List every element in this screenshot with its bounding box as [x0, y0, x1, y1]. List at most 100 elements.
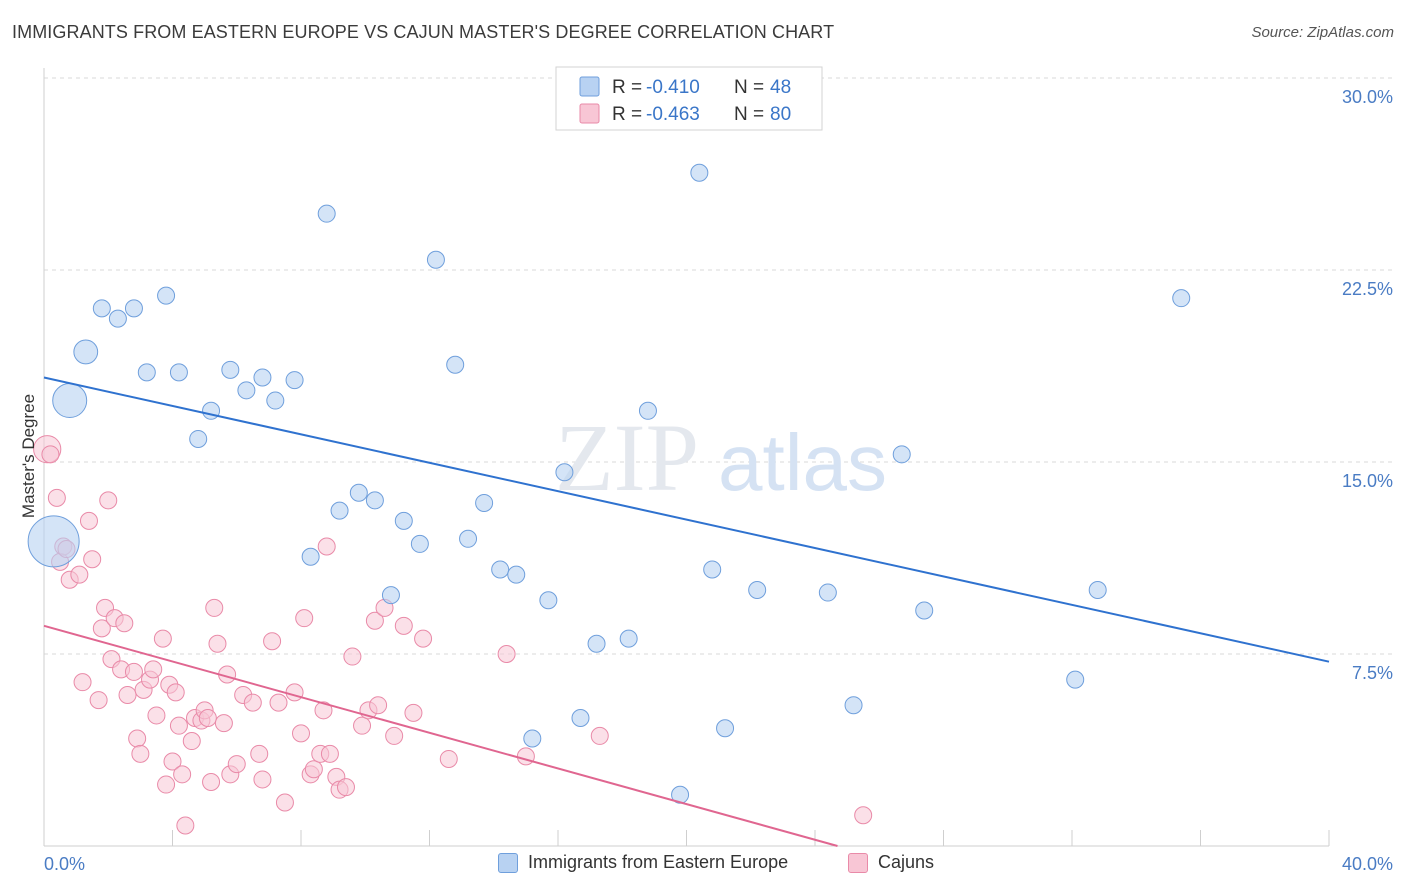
cajuns-point [70, 565, 89, 584]
legend-n-label-pink: N = [734, 104, 764, 125]
eastern-europe-point [507, 565, 526, 584]
eastern-europe-point [1088, 581, 1107, 599]
eastern-europe-point [266, 391, 285, 410]
cajuns-point [79, 511, 98, 530]
eastern-europe-point [381, 586, 400, 605]
eastern-europe-point [92, 299, 111, 318]
watermark-atlas: atlas [718, 418, 887, 507]
legend-label-cajuns: Cajuns [878, 852, 935, 872]
cajuns-point [214, 714, 233, 733]
legend-n-value-blue: 48 [770, 77, 791, 98]
legend-item-eastern-europe: Immigrants from Eastern Europe [498, 852, 788, 873]
cajuns-trendline [43, 624, 838, 847]
cajuns-point [317, 537, 336, 556]
cajuns-point [173, 765, 192, 784]
cajuns-points [33, 435, 873, 835]
cajuns-point [131, 744, 150, 763]
trend-lines [43, 376, 1330, 847]
eastern-europe-point [108, 309, 127, 328]
x-tick-label: 0.0% [44, 854, 85, 874]
eastern-europe-point [539, 591, 558, 610]
cajuns-point [47, 488, 66, 507]
cajuns-point [590, 726, 609, 745]
eastern-europe-point [555, 463, 574, 482]
cajuns-point [516, 747, 535, 766]
eastern-europe-point [716, 719, 735, 738]
cajuns-point [83, 550, 102, 569]
eastern-europe-point [475, 493, 494, 512]
eastern-europe-point [523, 729, 542, 748]
eastern-europe-point [638, 401, 657, 420]
cajuns-point [314, 701, 333, 720]
eastern-europe-point [52, 383, 88, 419]
eastern-europe-points [27, 163, 1191, 804]
cajuns-point [320, 744, 339, 763]
eastern-europe-point [459, 529, 478, 548]
legend-swatch-cajuns [848, 852, 868, 873]
eastern-europe-point [1066, 670, 1085, 689]
cajuns-point [250, 744, 269, 763]
cajuns-point [336, 778, 355, 797]
eastern-europe-point [27, 515, 80, 568]
series-legend: Immigrants from Eastern Europe Cajuns [0, 852, 1406, 878]
legend-label-eastern-europe: Immigrants from Eastern Europe [528, 852, 789, 872]
eastern-europe-point [365, 491, 384, 510]
eastern-europe-point [317, 204, 336, 223]
cajuns-point [92, 619, 111, 638]
y-tick-label: 15.0% [1342, 471, 1393, 491]
eastern-europe-point [748, 581, 767, 599]
eastern-europe-point [571, 709, 590, 727]
cajuns-point [369, 696, 388, 715]
cajuns-point [198, 709, 217, 727]
legend-r-value-blue: -0.410 [646, 77, 700, 98]
cajuns-point [385, 726, 404, 745]
cajuns-point [153, 629, 172, 648]
eastern-europe-point [237, 381, 256, 400]
cajuns-point [99, 491, 118, 510]
cajuns-point [176, 816, 195, 835]
cajuns-point [343, 647, 362, 666]
eastern-europe-point [253, 368, 272, 387]
cajuns-point [292, 724, 310, 743]
eastern-europe-trendline [43, 376, 1330, 663]
cajuns-point [157, 775, 176, 794]
cajuns-point [163, 752, 182, 771]
cajuns-point [497, 645, 516, 663]
x-tick-label: 40.0% [1342, 854, 1393, 874]
eastern-europe-point [410, 534, 429, 553]
cajuns-point [404, 703, 423, 722]
cajuns-point [202, 773, 221, 791]
cajuns-point [147, 706, 166, 725]
eastern-europe-point [169, 363, 188, 382]
eastern-europe-point [157, 286, 176, 305]
y-axis-label: Master's Degree [19, 394, 38, 518]
eastern-europe-point [1172, 289, 1191, 308]
cajuns-point [89, 691, 108, 710]
eastern-europe-point [349, 483, 368, 502]
cajuns-point [124, 662, 143, 681]
eastern-europe-point [915, 601, 934, 620]
cajuns-point [144, 660, 163, 679]
legend-swatch-pink [579, 103, 600, 124]
eastern-europe-point [73, 339, 99, 365]
cajuns-point [285, 683, 304, 702]
eastern-europe-point [189, 429, 208, 448]
cajuns-point [118, 685, 137, 704]
legend-box [555, 66, 823, 131]
source-credit: Source: ZipAtlas.com [1251, 24, 1394, 41]
cajuns-point [263, 632, 282, 651]
cajuns-point [275, 793, 294, 812]
y-tick-label: 7.5% [1352, 663, 1393, 683]
cajuns-point [115, 614, 134, 633]
cajuns-point [439, 749, 458, 768]
cajuns-point [394, 616, 413, 635]
eastern-europe-point [844, 696, 863, 715]
eastern-europe-point [818, 583, 837, 602]
legend-r-label-blue: R = [612, 77, 642, 98]
cajuns-point [253, 770, 272, 789]
cajuns-point [304, 760, 323, 779]
watermark-zip: ZIP [555, 404, 699, 511]
eastern-europe-point [491, 560, 510, 579]
eastern-europe-point [221, 360, 240, 379]
